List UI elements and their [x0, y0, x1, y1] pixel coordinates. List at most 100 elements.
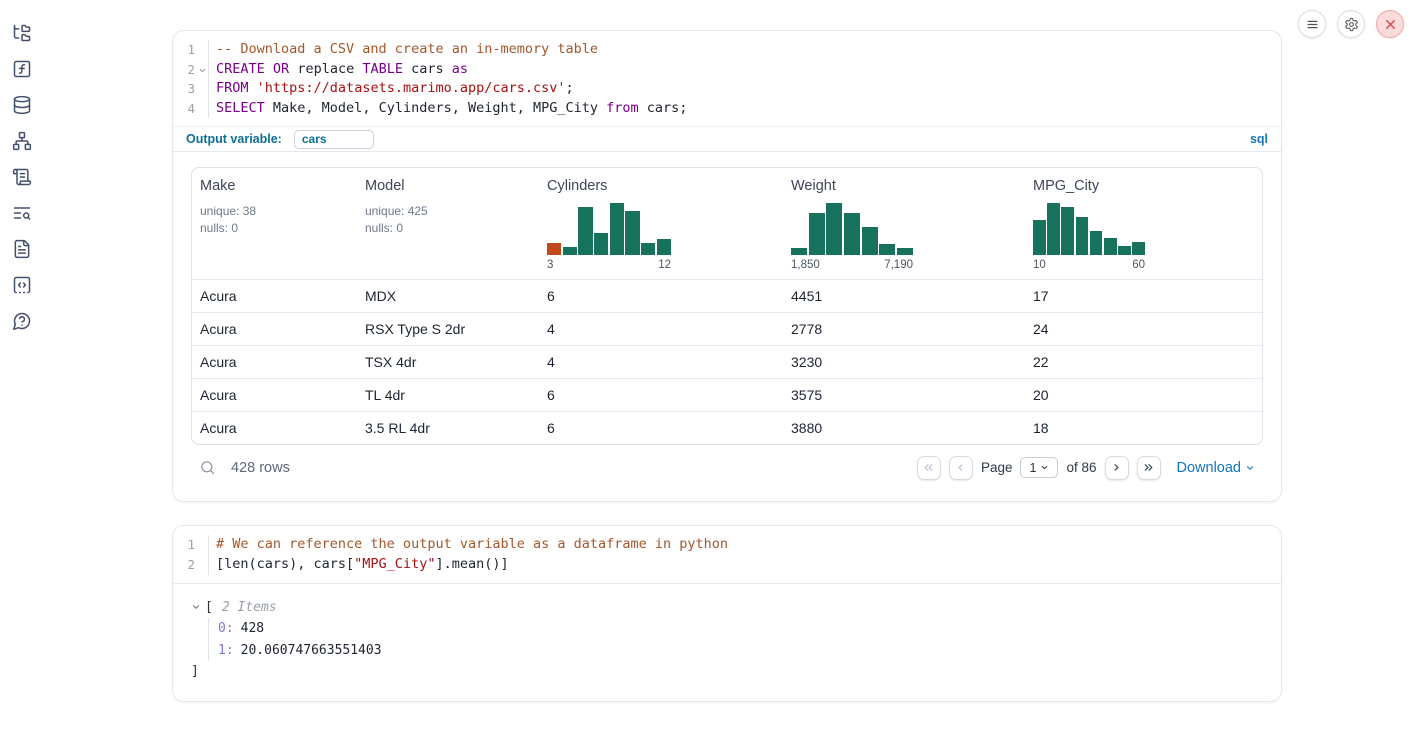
open-bracket: [ [205, 599, 213, 615]
code-token: CREATE [216, 60, 265, 77]
table-row: Acura TSX 4dr 4 3230 22 [192, 345, 1262, 378]
settings-button[interactable] [1337, 10, 1365, 38]
stat-unique: unique: 38 [200, 204, 257, 219]
table-cell: 6 [547, 420, 555, 437]
next-page-button[interactable] [1104, 455, 1129, 480]
list-output: [ 2 Items 0: 428 1: 20.060747663551403 ] [173, 582, 1281, 701]
entry-value: 428 [240, 621, 265, 637]
column-header-model[interactable]: Model unique: 425 nulls: 0 [357, 168, 539, 279]
sql-editor[interactable]: 1 2 3 4 -- Download a CSV and create an … [173, 31, 1281, 126]
chevron-right-icon [1114, 464, 1119, 472]
chevron-down-icon [1042, 466, 1048, 470]
collapse-chevron-icon[interactable] [191, 602, 201, 612]
first-page-button[interactable] [916, 455, 941, 480]
table-cell: Acura [200, 288, 237, 305]
table-body: Acura MDX 6 4451 17 Acura RSX Type S 2dr… [192, 279, 1262, 444]
code-line: FROM 'https://datasets.marimo.app/cars.c… [216, 79, 1281, 99]
help-icon[interactable] [11, 310, 33, 331]
table-cell: 18 [1033, 420, 1049, 437]
chevron-left-icon [958, 464, 963, 472]
table-cell: 3.5 RL 4dr [365, 420, 430, 437]
page-select[interactable]: 1 [1020, 457, 1059, 479]
fold-chevron-icon[interactable] [198, 66, 207, 75]
histogram-axis: 3 12 [547, 259, 671, 271]
log-search-icon[interactable] [11, 202, 33, 223]
dependency-graph-icon[interactable] [11, 130, 33, 151]
function-square-icon[interactable] [11, 58, 33, 79]
code-token: SELECT [216, 99, 265, 116]
code-content: -- Download a CSV and create an in-memor… [209, 40, 1281, 118]
entry-key: 1: [218, 642, 234, 658]
table-cell: Acura [200, 387, 237, 404]
code-token: "MPG_City" [354, 555, 436, 572]
snippets-icon[interactable] [11, 274, 33, 295]
histogram-bars [547, 203, 671, 256]
search-icon[interactable] [199, 459, 216, 476]
column-name: MPG_City [1033, 178, 1100, 195]
chevron-down-icon [1246, 466, 1254, 470]
last-page-button[interactable] [1136, 455, 1161, 480]
table-cell: TL 4dr [365, 387, 405, 404]
column-header-mpg-city[interactable]: MPG_City 10 60 [1025, 168, 1262, 279]
pagination: Page 1 of 86 [916, 455, 1161, 480]
table-row: Acura 3.5 RL 4dr 6 3880 18 [192, 411, 1262, 444]
table-row: Acura TL 4dr 6 3575 20 [192, 378, 1262, 411]
previous-page-button[interactable] [948, 455, 973, 480]
tree-root-line: [ 2 Items [191, 597, 1263, 619]
items-count-label: 2 Items [221, 599, 277, 615]
page-select-value: 1 [1029, 460, 1037, 475]
code-token: [len(cars), cars[ [216, 555, 355, 572]
output-variable-bar: Output variable: sql [173, 126, 1281, 153]
line-number: 4 [187, 100, 195, 116]
menu-button[interactable] [1298, 10, 1326, 38]
code-token: cars; [638, 99, 688, 116]
stat-unique: unique: 425 [365, 204, 428, 219]
shutdown-button[interactable] [1376, 10, 1404, 38]
line-number: 1 [187, 42, 195, 57]
table-cell: 2778 [791, 321, 823, 338]
cylinders-histogram: 3 12 [547, 203, 671, 271]
python-cell: 1 2 # We can reference the output variab… [172, 525, 1282, 702]
column-name: Weight [791, 178, 836, 195]
python-editor[interactable]: 1 2 # We can reference the output variab… [173, 526, 1281, 582]
download-button[interactable]: Download [1177, 460, 1256, 476]
code-token [249, 80, 257, 96]
code-token: Make, Model, Cylinders, Weight, MPG_City [264, 99, 607, 116]
stat-nulls: nulls: 0 [365, 220, 404, 235]
close-icon [1385, 19, 1395, 29]
axis-max: 7,190 [884, 259, 913, 272]
page-label: Page [980, 460, 1013, 476]
file-tree-icon[interactable] [11, 22, 33, 43]
histogram-bars [791, 203, 913, 256]
table-cell: 4451 [791, 288, 823, 305]
database-icon[interactable] [11, 94, 33, 115]
column-stats: unique: 425 nulls: 0 [365, 203, 531, 236]
entry-value: 20.060747663551403 [240, 642, 382, 658]
column-header-weight[interactable]: Weight 1,850 7,190 [783, 168, 1025, 279]
column-name: Make [200, 178, 236, 195]
code-line: SELECT Make, Model, Cylinders, Weight, M… [216, 99, 1281, 119]
table-cell: 17 [1033, 288, 1049, 305]
code-token: # We can reference the output variable a… [216, 536, 729, 553]
document-icon[interactable] [11, 238, 33, 259]
line-number-gutter: 1 2 [173, 535, 209, 575]
table-cell: 3880 [791, 420, 823, 437]
column-name: Cylinders [547, 178, 608, 195]
code-token: -- Download a CSV and create an in-memor… [216, 41, 599, 57]
code-line: [len(cars), cars["MPG_City"].mean()] [216, 555, 1281, 575]
tree-entry: 0: 428 [218, 618, 1263, 640]
line-number: 2 [173, 60, 208, 80]
table-row: Acura RSX Type S 2dr 4 2778 24 [192, 312, 1262, 345]
code-token: from [606, 99, 639, 116]
window-controls [1298, 10, 1404, 38]
table-cell: 20 [1033, 387, 1049, 404]
table-row: Acura MDX 6 4451 17 [192, 279, 1262, 312]
entry-key: 0: [218, 621, 234, 637]
table-header-row: Make unique: 38 nulls: 0 Model unique: 4… [192, 168, 1262, 279]
scroll-icon[interactable] [11, 166, 33, 187]
table-cell: 4 [547, 321, 555, 338]
output-variable-input[interactable] [293, 129, 374, 149]
column-header-cylinders[interactable]: Cylinders 3 12 [539, 168, 783, 279]
column-header-make[interactable]: Make unique: 38 nulls: 0 [192, 168, 357, 279]
code-token: ; [565, 80, 574, 97]
